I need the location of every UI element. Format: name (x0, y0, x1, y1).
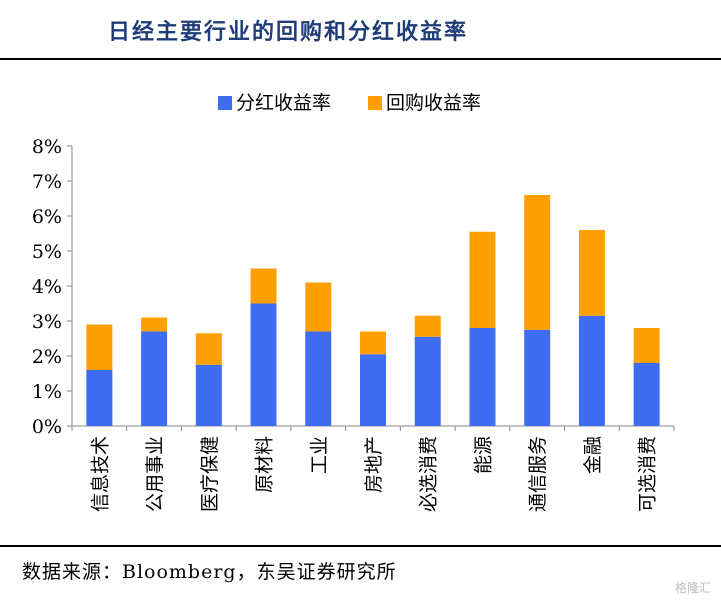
bar-buyback-yield (578, 230, 605, 316)
x-category-label: 工业 (308, 436, 330, 474)
y-tick-label: 7% (32, 171, 62, 193)
y-tick-label: 0% (32, 416, 62, 438)
y-tick-label: 5% (32, 241, 62, 263)
bar-dividend-yield (469, 328, 496, 426)
bar-dividend-yield (633, 363, 660, 426)
bar-dividend-yield (360, 354, 386, 426)
legend-swatch-dividend (218, 96, 232, 110)
legend-label-buyback: 回购收益率 (386, 92, 481, 114)
page-title: 日经主要行业的回购和分红收益率 (108, 20, 469, 45)
legend-swatch-buyback (368, 96, 382, 110)
x-category-label: 金融 (582, 436, 604, 474)
x-category-label: 可选消费 (637, 436, 659, 512)
stacked-bar-chart: 分红收益率 回购收益率 0% 1% 2% 3% 4% 5% 6% 7% 8% 信息技术 公用事业 医疗保… (32, 92, 675, 512)
legend-label-dividend: 分红收益率 (236, 92, 331, 114)
x-category-label: 必选消费 (418, 436, 440, 512)
x-category-label: 房地产 (363, 436, 385, 493)
bar-dividend-yield (414, 336, 441, 426)
y-tick-label: 3% (32, 311, 62, 333)
y-tick-label: 4% (32, 276, 62, 298)
x-category-label: 能源 (472, 436, 494, 474)
x-category-label: 通信服务 (527, 436, 549, 512)
y-tick-label: 8% (32, 136, 62, 158)
bar-buyback-yield (250, 268, 277, 304)
bar-buyback-yield (469, 231, 496, 328)
bar-dividend-yield (524, 329, 551, 426)
bar-dividend-yield (250, 303, 277, 426)
bottom-divider (0, 545, 721, 547)
y-tick-label: 1% (32, 381, 62, 403)
bar-buyback-yield (414, 315, 441, 337)
bar-buyback-yield (524, 195, 551, 330)
legend: 分红收益率 回购收益率 (218, 92, 481, 114)
watermark: 格隆汇 (674, 581, 711, 595)
bars (86, 195, 660, 426)
bar-buyback-yield (195, 333, 222, 365)
axes: 0% 1% 2% 3% 4% 5% 6% 7% 8% 信息技术 公用事业 医疗保健 原材料 工业 房地产 必选… (32, 136, 675, 512)
y-tick-label: 6% (32, 206, 62, 228)
x-category-label: 公用事业 (144, 436, 166, 512)
bar-dividend-yield (86, 370, 113, 426)
bar-buyback-yield (305, 282, 332, 332)
bar-dividend-yield (578, 315, 605, 426)
x-category-label: 原材料 (254, 436, 276, 493)
top-divider (0, 58, 721, 60)
bar-buyback-yield (360, 331, 386, 355)
x-category-label: 信息技术 (89, 436, 111, 512)
bar-buyback-yield (86, 324, 113, 370)
y-tick-label: 2% (32, 346, 62, 368)
source-note: 数据来源：Bloomberg，东吴证券研究所 (22, 561, 397, 583)
bar-dividend-yield (305, 331, 332, 426)
bar-buyback-yield (141, 317, 168, 332)
x-category-label: 医疗保健 (199, 436, 221, 512)
bar-dividend-yield (141, 331, 168, 426)
bar-buyback-yield (633, 328, 660, 363)
bar-dividend-yield (195, 364, 222, 426)
